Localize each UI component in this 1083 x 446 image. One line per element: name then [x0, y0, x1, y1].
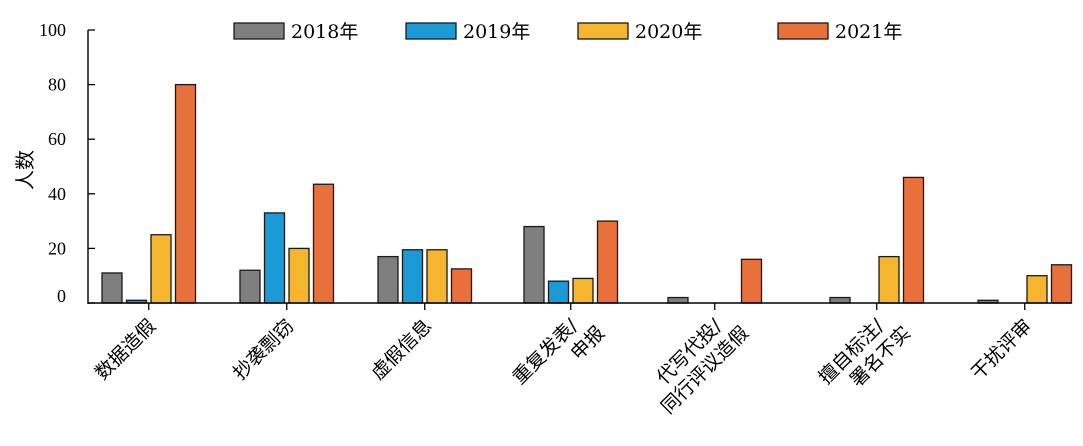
bar — [401, 249, 424, 304]
bar — [239, 269, 261, 304]
y-tick-label: 0 — [57, 286, 66, 306]
y-tick-label: 100 — [39, 20, 66, 40]
legend-swatch — [577, 22, 629, 40]
bars — [101, 83, 1073, 304]
legend-swatch — [233, 22, 285, 40]
bar — [312, 183, 335, 304]
bar — [547, 280, 570, 304]
x-tick-label: 数据造假 — [91, 315, 160, 384]
bar — [174, 83, 197, 304]
legend-swatch — [405, 22, 457, 40]
x-tick-label-line: 抄袭剽窃 — [229, 315, 298, 384]
bar — [263, 212, 286, 304]
bar — [1050, 264, 1073, 304]
bar — [101, 272, 123, 304]
x-tick-label-line: 干扰评审 — [967, 315, 1036, 384]
bar — [902, 176, 925, 304]
bar — [596, 220, 619, 304]
x-tick-label: 擅自标注/署名不实 — [814, 305, 915, 406]
x-tick-label-line: 虚假信息 — [367, 315, 436, 384]
x-tick-label-line: 数据造假 — [91, 315, 160, 384]
bar — [829, 296, 851, 304]
y-tick-label: 20 — [48, 238, 66, 258]
legend-label: 2021年 — [835, 21, 902, 43]
x-tick-label: 抄袭剽窃 — [229, 315, 298, 384]
legend: 2018年 2019年 2020年 2021年 — [233, 21, 902, 43]
x-tick-label: 干扰评审 — [967, 315, 1036, 384]
bar — [572, 277, 594, 304]
bar — [150, 234, 172, 304]
y-tick-label: 80 — [48, 75, 66, 95]
bar — [426, 249, 448, 304]
legend-label: 2019年 — [463, 21, 530, 43]
x-tick-label: 虚假信息 — [367, 315, 436, 384]
y-tick-label: 60 — [48, 129, 66, 149]
bar — [878, 255, 900, 304]
x-axis: 数据造假 抄袭剽窃 虚假信息 重复发表/申报 代写代投/同行评议造假 擅自标注/署名不实干… — [88, 302, 1072, 418]
bar — [377, 255, 399, 304]
bar — [740, 258, 763, 304]
bar — [288, 247, 310, 304]
bar — [450, 268, 473, 304]
x-tick-label: 重复发表/申报 — [508, 305, 609, 406]
y-axis: 0 20 40 60 80 100 — [39, 20, 95, 306]
y-axis-label: 人数 — [13, 150, 37, 190]
bar — [1026, 275, 1048, 304]
bar — [667, 296, 689, 304]
bar — [523, 225, 545, 304]
legend-label: 2020年 — [635, 21, 702, 43]
legend-label: 2018年 — [291, 21, 358, 43]
legend-swatch — [777, 22, 829, 40]
x-tick-label: 代写代投/同行评议造假 — [640, 305, 753, 418]
y-tick-label: 40 — [48, 184, 66, 204]
